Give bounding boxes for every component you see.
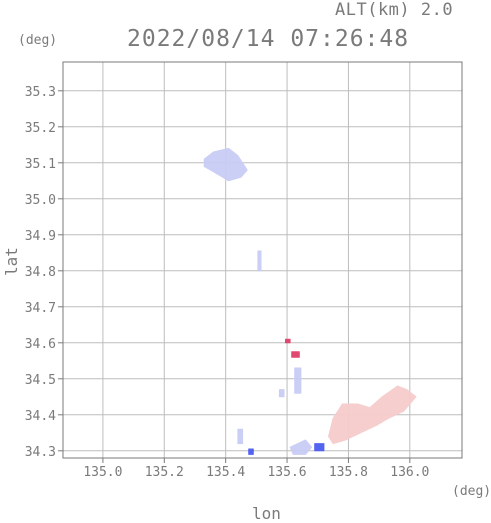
- y-tick-label: 34.5: [25, 373, 56, 388]
- data-regions: [203, 147, 417, 455]
- x-tick-label: 135.8: [329, 465, 368, 480]
- y-tick-label: 35.0: [25, 193, 56, 208]
- axes: 135.0 135.2 135.4 135.6 135.8 136.0 34.3 34.4 34…: [25, 61, 463, 480]
- positive-region: [285, 338, 291, 344]
- y-tick-label: 34.3: [25, 445, 56, 460]
- y-tick-label: 34.7: [25, 301, 56, 316]
- negative-region: [257, 250, 262, 272]
- x-unit-label: (deg): [452, 484, 491, 499]
- negative-region: [203, 147, 248, 182]
- chart-title: 2022/08/14 07:26:48: [127, 26, 410, 52]
- y-tick-label: 34.9: [25, 229, 56, 244]
- negative-region: [278, 389, 285, 398]
- x-axis-label: lon: [252, 504, 281, 523]
- x-tick-label: 135.0: [83, 465, 122, 480]
- negative-region: [294, 367, 302, 394]
- x-tick-label: 135.2: [145, 465, 184, 480]
- negative-region: [248, 448, 254, 455]
- y-tick-label: 35.3: [25, 85, 56, 100]
- x-tick-label: 135.6: [267, 465, 306, 480]
- negative-region: [289, 439, 313, 455]
- positive-region: [328, 385, 417, 445]
- y-tick-label: 35.2: [25, 121, 56, 136]
- y-tick-label: 34.6: [25, 337, 56, 352]
- plot-frame: [62, 61, 463, 459]
- positive-region: [291, 351, 300, 358]
- y-unit-label: (deg): [18, 33, 58, 48]
- y-tick-label: 34.4: [25, 409, 56, 424]
- negative-region: [237, 428, 244, 445]
- altitude-label: ALT(km) 2.0: [335, 0, 454, 20]
- x-tick-label: 135.4: [206, 465, 245, 480]
- negative-region: [314, 443, 325, 452]
- y-tick-label: 35.1: [25, 157, 56, 172]
- x-tick-label: 136.0: [390, 465, 429, 480]
- y-tick-label: 34.8: [25, 265, 56, 280]
